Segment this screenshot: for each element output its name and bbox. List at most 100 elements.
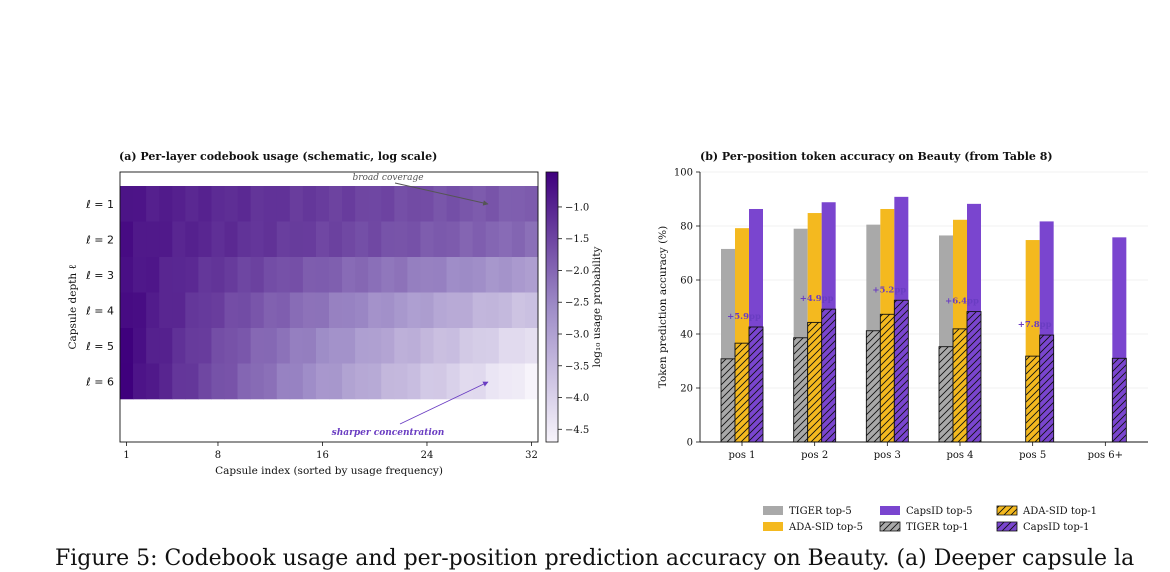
heatmap-cell	[211, 292, 225, 329]
heatmap-cell	[315, 328, 330, 364]
heatmap-cell	[315, 186, 330, 222]
heatmap-x-label: Capsule index (sorted by usage frequency…	[215, 465, 443, 477]
heatmap-cell	[472, 363, 487, 400]
heatmap-cell	[381, 186, 395, 222]
heatmap-cell	[524, 221, 539, 258]
heatmap-cell	[420, 186, 434, 222]
heatmap-cell	[185, 328, 199, 364]
heatmap-cell	[120, 186, 134, 222]
heatmap-cell	[250, 257, 265, 293]
heatmap-cell	[394, 328, 408, 364]
bar-panel: (b) Per-position token accuracy on Beaut…	[657, 150, 1148, 533]
heatmap-cell	[381, 292, 395, 329]
heatmap-cell	[198, 221, 212, 258]
bar-y-tick-label: 100	[674, 168, 693, 179]
bar-tiger-top1-hatch	[866, 330, 881, 442]
heatmap-cell	[446, 221, 461, 258]
colorbar-tick-label: −1.5	[565, 234, 589, 245]
heatmap-cell	[276, 257, 291, 293]
heatmap-cell	[289, 292, 304, 329]
heatmap-cell	[407, 328, 421, 364]
heatmap-cell	[355, 292, 369, 329]
heatmap-cell	[237, 292, 252, 329]
heatmap-cell	[185, 292, 199, 329]
heatmap-cell	[211, 186, 225, 222]
heatmap-cell	[146, 363, 160, 400]
annotation-broad-arrow	[394, 182, 489, 206]
heatmap-cell	[237, 221, 252, 258]
heatmap-cell	[276, 363, 291, 400]
heatmap-cell	[185, 257, 199, 293]
heatmap-cell	[459, 363, 474, 400]
heatmap-cell	[329, 221, 343, 258]
bar-y-tick-label: 80	[680, 222, 693, 233]
bar-data-label: +5.9pp	[727, 312, 761, 322]
bar-caps-top1-hatch	[894, 300, 909, 442]
bar-x-tick-label: pos 1	[728, 450, 755, 461]
heatmap-row-label: ℓ = 4	[85, 304, 114, 317]
heatmap-cell	[459, 257, 474, 293]
annotation-sharper-concentration: sharper concentration	[332, 428, 445, 438]
heatmap-cell	[342, 221, 356, 258]
heatmap-cell	[433, 186, 447, 222]
heatmap-cell	[511, 221, 526, 258]
heatmap-cell	[133, 292, 147, 329]
heatmap-x-tick-label: 24	[421, 450, 434, 461]
bar-y-ticks: 0 20 40 60 80 100	[674, 168, 700, 449]
heatmap-cell	[368, 363, 382, 400]
heatmap-cell	[263, 328, 278, 364]
heatmap-cell	[289, 221, 304, 258]
colorbar-tick-label: −2.0	[565, 266, 589, 277]
heatmap-x-tick-label: 8	[215, 450, 221, 461]
heatmap-cell	[185, 186, 199, 222]
heatmap-cell	[485, 221, 500, 258]
heatmap-cell	[524, 292, 539, 329]
heatmap-cell	[342, 363, 356, 400]
heatmap-frame	[119, 171, 539, 443]
heatmap-cell	[368, 186, 382, 222]
heatmap-cell	[433, 292, 447, 329]
colorbar-ticks: −1.0 −1.5 −2.0 −2.5 −3.0 −3.5 −4.0 −4.5	[558, 202, 589, 436]
bar-caps-top1-hatch	[749, 326, 763, 442]
heatmap-cell	[342, 292, 356, 329]
heatmap-cell	[250, 328, 265, 364]
heatmap-cell	[446, 257, 461, 293]
heatmap-cell	[172, 257, 186, 293]
bar-ada-top1-hatch	[1025, 356, 1040, 442]
heatmap-cell	[276, 328, 291, 364]
heatmap-cell	[159, 328, 173, 364]
legend-label: ADA-SID top-5	[788, 522, 863, 533]
heatmap-cell	[133, 328, 147, 364]
heatmap-cell	[185, 221, 199, 258]
colorbar-tick-label: −2.5	[565, 298, 589, 309]
heatmap-cell	[355, 186, 369, 222]
heatmap-cell	[159, 292, 173, 329]
heatmap-cell	[133, 257, 147, 293]
bar-caps-top1-hatch	[1039, 335, 1054, 442]
bar-legend: TIGER top-5 ADA-SID top-5 CapsID top-5 TIGE…	[763, 505, 1097, 533]
heatmap-cell	[211, 363, 225, 400]
heatmap-cell	[198, 328, 212, 364]
heatmap-cell	[302, 292, 317, 329]
heatmap-cell	[368, 328, 382, 364]
heatmap-panel: (a) Per-layer codebook usage (schematic,…	[67, 150, 603, 477]
heatmap-cell	[302, 221, 317, 258]
heatmap-cell	[420, 257, 434, 293]
heatmap-cell	[459, 186, 474, 222]
bar-data-label: +7.8pp	[1018, 320, 1052, 330]
heatmap-cell	[146, 328, 160, 364]
heatmap-cell	[446, 186, 461, 222]
legend-swatch-hatch	[997, 522, 1017, 531]
bar-y-tick-label: 20	[680, 384, 693, 395]
bar-caps-top1-hatch	[1112, 358, 1127, 442]
bar-ada-top1-hatch	[953, 328, 967, 442]
heatmap-cell	[472, 292, 487, 329]
heatmap-cell	[120, 328, 134, 364]
heatmap-cell	[368, 221, 382, 258]
legend-label: ADA-SID top-1	[1022, 506, 1097, 517]
bar-title: (b) Per-position token accuracy on Beaut…	[700, 150, 1053, 163]
heatmap-cell	[198, 363, 212, 400]
heatmap-x-tick-label: 1	[123, 450, 129, 461]
heatmap-cell	[133, 186, 147, 222]
heatmap-cell	[146, 221, 160, 258]
